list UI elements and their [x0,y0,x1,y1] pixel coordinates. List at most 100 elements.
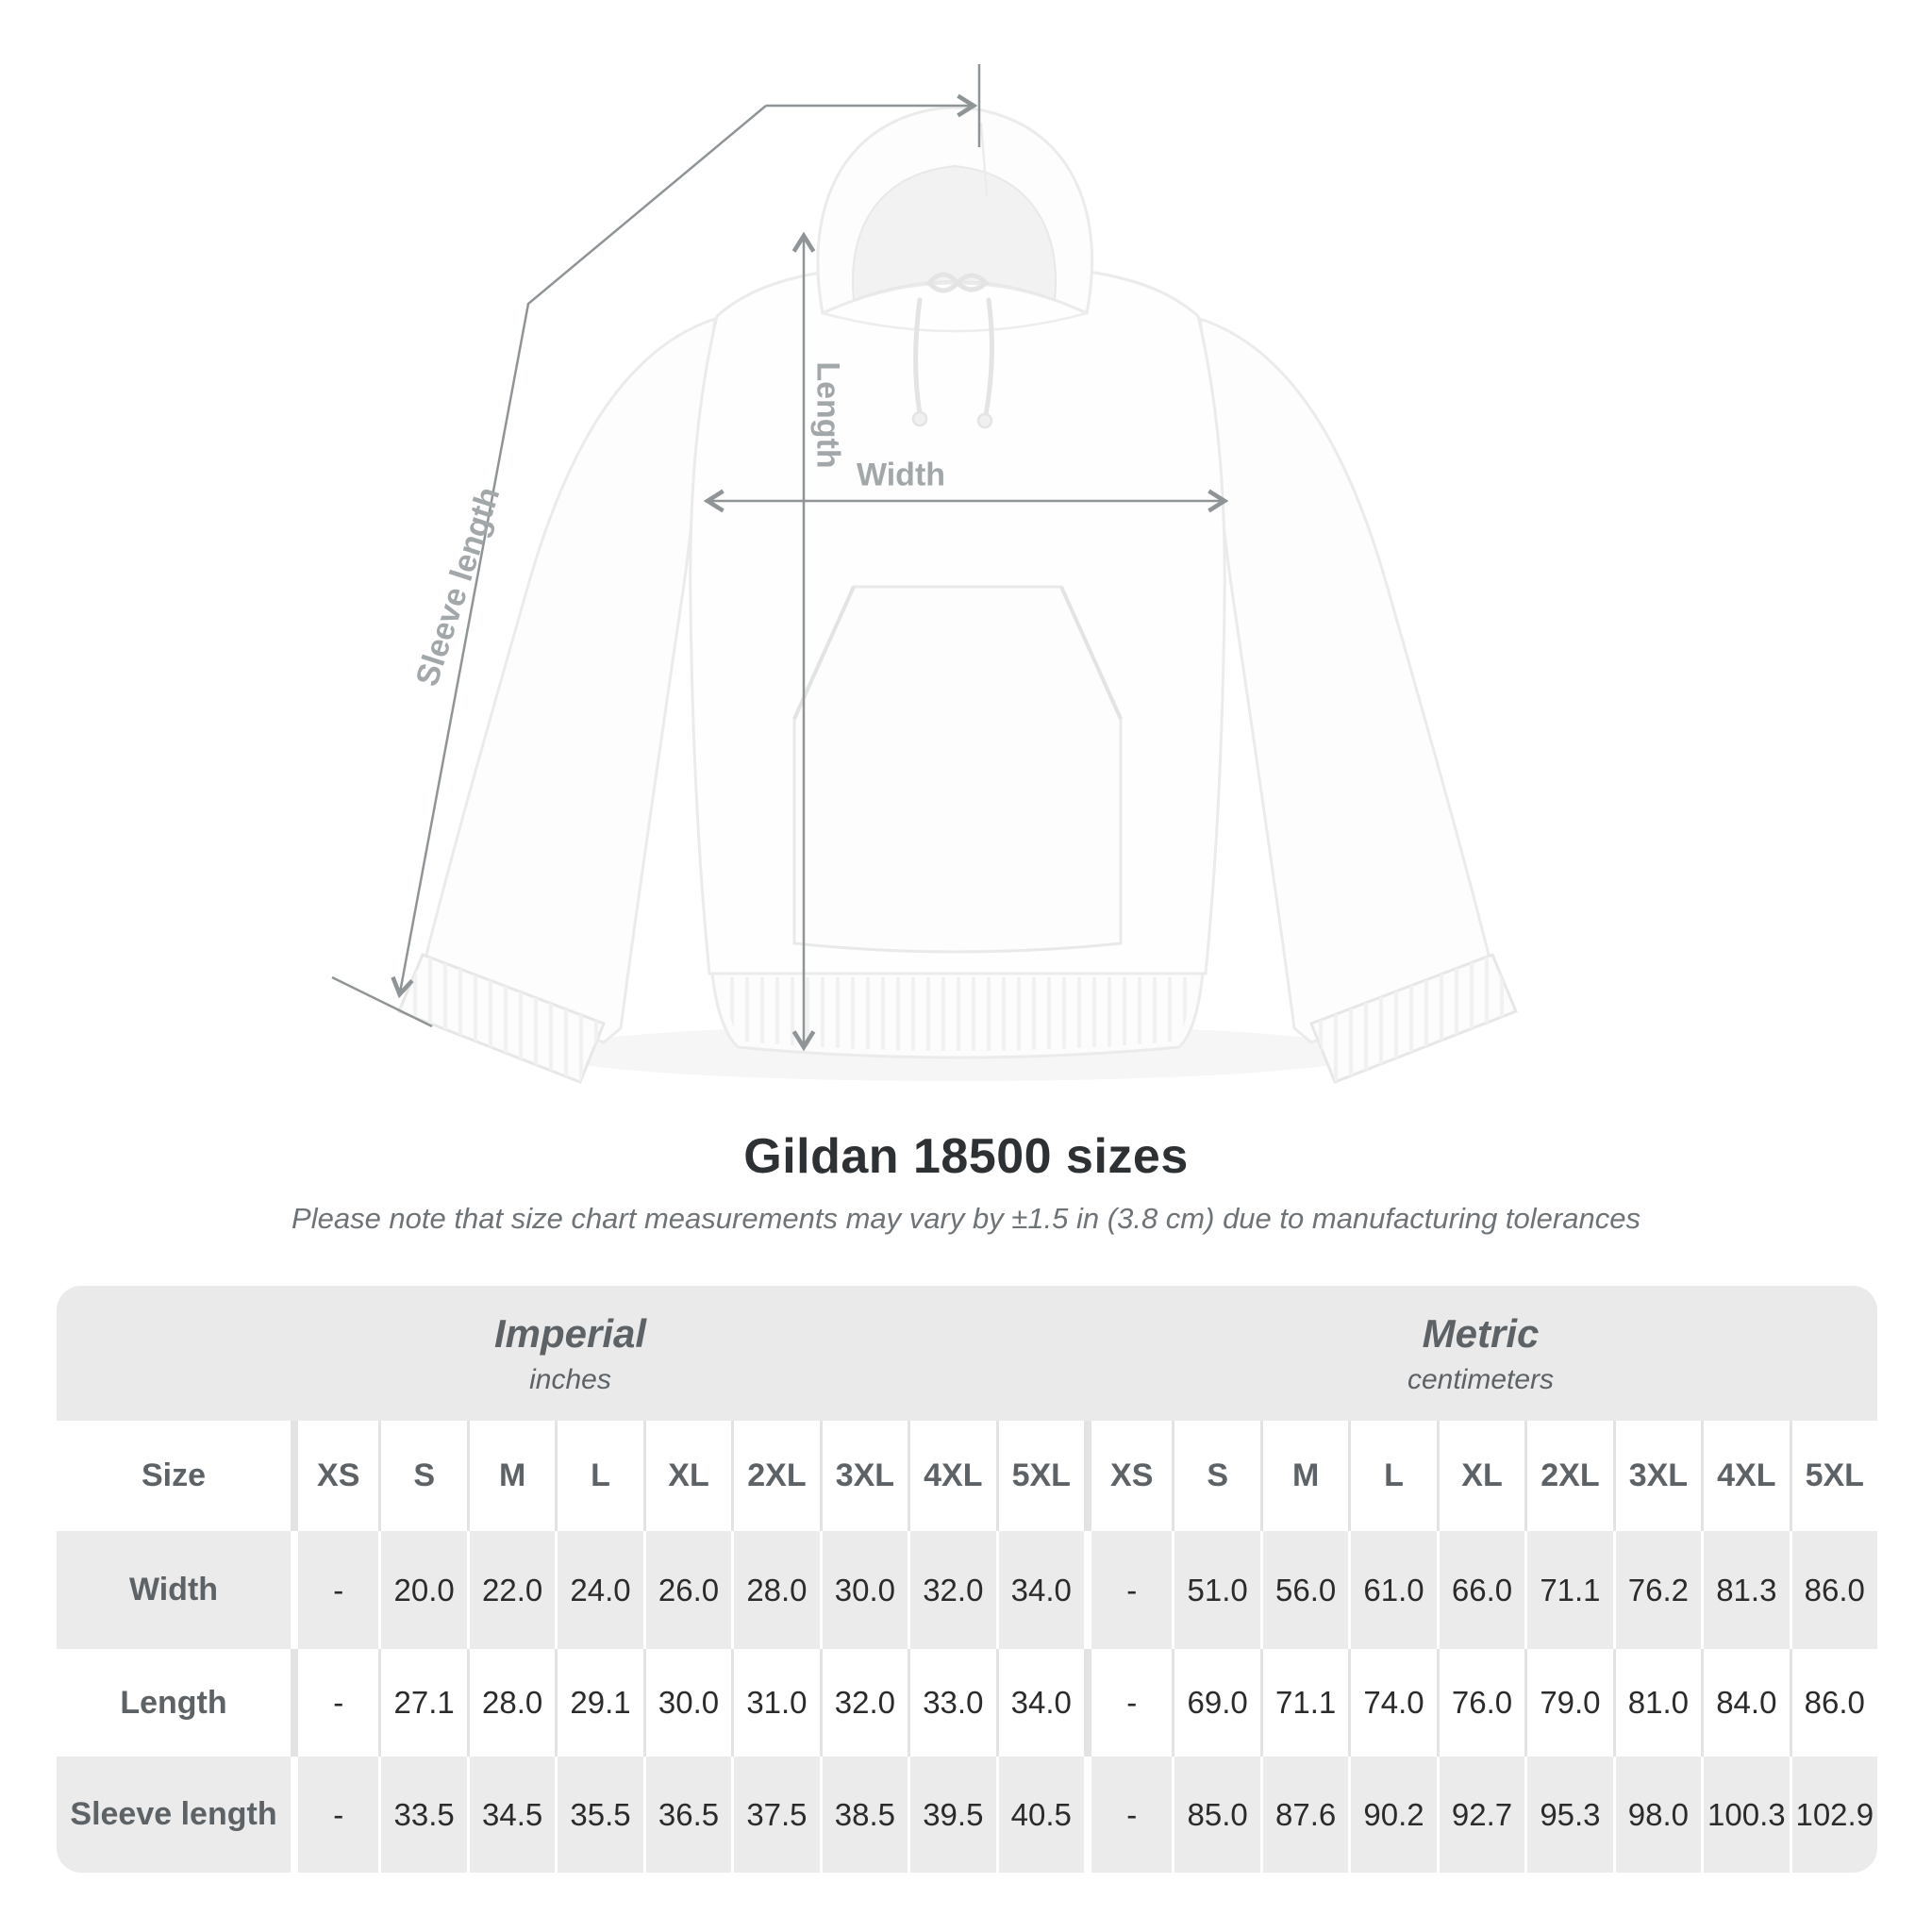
size-col-header: XL [1436,1421,1524,1531]
size-col-header: 3XL [819,1421,908,1531]
size-col-header: S [378,1421,466,1531]
measurement-cell: 76.2 [1612,1531,1701,1649]
measurement-cell: 30.0 [642,1649,731,1757]
measurement-cell: 34.5 [466,1757,555,1873]
measurement-cell: - [291,1531,378,1649]
size-col-header: 3XL [1612,1421,1701,1531]
measurement-cell: 56.0 [1259,1531,1348,1649]
measurement-cell: 85.0 [1172,1757,1259,1873]
measurement-cell: 92.7 [1436,1757,1524,1873]
measurement-cell: - [291,1757,378,1873]
size-col-header: 2XL [1524,1421,1612,1531]
width-row: Width - 20.0 22.0 24.0 26.0 28.0 30.0 32… [57,1531,1877,1649]
size-col-header: 4XL [1701,1421,1789,1531]
size-header-row: Size XS S M L XL 2XL 3XL 4XL 5XL XS S M … [57,1421,1877,1531]
measurement-cell: - [1083,1649,1172,1757]
measurement-cell: 95.3 [1524,1757,1612,1873]
hoodie-hood [816,106,1094,333]
measurement-cell: 87.6 [1259,1757,1348,1873]
row-label: Width [128,1572,219,1607]
measurement-cell: 32.0 [908,1531,995,1649]
measurement-cell: 35.5 [555,1757,642,1873]
measurement-cell: 86.0 [1789,1531,1877,1649]
size-chart-table: Imperial inches Metric centimeters Size … [57,1286,1877,1873]
sleeve-length-row: Sleeve length - 33.5 34.5 35.5 36.5 37.5… [57,1757,1877,1873]
measurement-cell: 29.1 [555,1649,642,1757]
hoodie-drawstrings [911,272,995,429]
measurement-cell: - [291,1649,378,1757]
measurement-cell: 36.5 [642,1757,731,1873]
hoodie-hem [710,972,1205,1059]
imperial-unit: inches [529,1363,611,1395]
size-col-header: XS [291,1421,378,1531]
measurement-cell: 28.0 [731,1531,819,1649]
hoodie-cuffs [397,953,1518,1084]
measurement-cell: 51.0 [1172,1531,1259,1649]
measurement-cell: 30.0 [819,1531,908,1649]
page-title: Gildan 18500 sizes [743,1129,1189,1184]
measurement-cell: 79.0 [1524,1649,1612,1757]
measurement-cell: 81.3 [1701,1531,1789,1649]
measurement-cell: 102.9 [1789,1757,1877,1873]
measurement-annotations [331,64,1223,1045]
measurement-cell: 33.5 [378,1757,466,1873]
measurement-cell: 31.0 [731,1649,819,1757]
measurement-cell: 38.5 [819,1757,908,1873]
size-col-header: L [555,1421,642,1531]
measurement-cell: 61.0 [1348,1531,1436,1649]
measurement-cell: 32.0 [819,1649,908,1757]
hoodie-sleeves [423,316,1492,1044]
size-row-label: Size [141,1457,207,1493]
measurement-cell: 24.0 [555,1531,642,1649]
chart-heading: Gildan 18500 sizes Please note that size… [0,1128,1932,1236]
size-col-header: XS [1083,1421,1172,1531]
row-label: Length [120,1684,227,1721]
metric-header: Metric centimeters [1084,1286,1877,1421]
measurement-cell: - [1083,1531,1172,1649]
metric-title: Metric [1422,1310,1540,1356]
row-label: Sleeve length [70,1796,277,1832]
measurement-cell: 100.3 [1701,1757,1789,1873]
size-col-header: 2XL [731,1421,819,1531]
measurement-cell: - [1083,1757,1172,1873]
measurement-cell: 28.0 [466,1649,555,1757]
width-measure-label: Width [856,457,946,493]
size-col-header: S [1172,1421,1259,1531]
measurement-cell: 74.0 [1348,1649,1436,1757]
measurement-cell: 20.0 [378,1531,466,1649]
measurement-cell: 81.0 [1612,1649,1701,1757]
size-col-header: XL [642,1421,731,1531]
length-row: Length - 27.1 28.0 29.1 30.0 31.0 32.0 3… [57,1649,1877,1757]
measurement-cell: 90.2 [1348,1757,1436,1873]
size-col-header: 5XL [995,1421,1084,1531]
measurement-cell: 34.0 [995,1649,1084,1757]
product-figure: Length Width Sleeve length [331,64,1518,1084]
measurement-cell: 39.5 [908,1757,995,1873]
measurement-cell: 34.0 [995,1531,1084,1649]
measurement-cell: 66.0 [1436,1531,1524,1649]
size-col-header: 4XL [908,1421,995,1531]
measurement-cell: 98.0 [1612,1757,1701,1873]
measurement-cell: 84.0 [1701,1649,1789,1757]
measurement-cell: 22.0 [466,1531,555,1649]
length-measure-label: Length [809,361,846,469]
measurement-cell: 37.5 [731,1757,819,1873]
measurement-cell: 76.0 [1436,1649,1524,1757]
measurement-cell: 27.1 [378,1649,466,1757]
size-col-header: M [466,1421,555,1531]
sleeve-measure-line [400,105,767,992]
measurement-cell: 40.5 [995,1757,1084,1873]
imperial-title: Imperial [493,1310,647,1356]
measurement-cell: 26.0 [642,1531,731,1649]
sleeve-end-tick [331,975,433,1028]
hoodie-pocket [792,585,1123,954]
measurement-cell: 71.1 [1259,1649,1348,1757]
metric-unit: centimeters [1407,1363,1555,1395]
measurement-cell: 69.0 [1172,1649,1259,1757]
size-col-header: M [1259,1421,1348,1531]
measurement-cell: 71.1 [1524,1531,1612,1649]
tolerance-note: Please note that size chart measurements… [291,1202,1641,1235]
measurement-cell: 86.0 [1789,1649,1877,1757]
imperial-header: Imperial inches [57,1286,1084,1421]
size-col-header: 5XL [1789,1421,1877,1531]
